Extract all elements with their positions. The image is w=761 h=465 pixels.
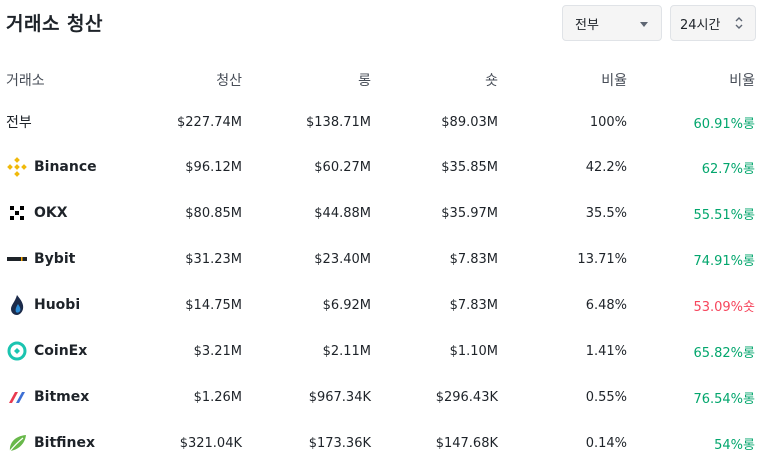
header-long[interactable]: 롱 <box>358 73 371 89</box>
total-cell: $3.21M <box>193 343 242 359</box>
table-row[interactable]: Bitmex $1.26M $967.34K $296.43K 0.55% 76… <box>0 374 761 420</box>
long-cell: $967.34K <box>308 389 371 405</box>
table-row[interactable]: Binance $96.12M $60.27M $35.85M 42.2% 62… <box>0 144 761 190</box>
bitfinex-icon <box>9 435 26 452</box>
okx-icon <box>10 206 24 220</box>
ratio-cell: 35.5% <box>585 205 627 221</box>
huobi-icon <box>11 295 24 315</box>
long-cell: $173.36K <box>308 435 371 451</box>
binance-icon <box>7 157 27 177</box>
header-liquidation[interactable]: 청산 <box>216 73 242 89</box>
long-cell: $138.71M <box>306 114 371 130</box>
ratio-cell: 1.41% <box>585 343 627 359</box>
table-row[interactable]: CoinEx $3.21M $2.11M $1.10M 1.41% 65.82%… <box>0 328 761 374</box>
total-cell: $80.85M <box>185 205 242 221</box>
side-ratio-cell: 53.09%숏 <box>693 299 755 315</box>
header-exchange[interactable]: 거래소 <box>6 73 45 89</box>
exchange-name: OKX <box>34 205 68 221</box>
exchange-select[interactable]: 전부 <box>562 5 662 41</box>
short-cell: $89.03M <box>441 114 498 130</box>
short-cell: $7.83M <box>449 251 498 267</box>
header-short[interactable]: 숏 <box>485 73 498 89</box>
table-row: 전부 $227.74M $138.71M $89.03M 100% 60.91%… <box>0 100 761 144</box>
side-ratio-cell: 65.82%롱 <box>693 345 755 361</box>
total-cell: $14.75M <box>185 297 242 313</box>
side-ratio-cell: 76.54%롱 <box>693 391 755 407</box>
table-row[interactable]: Huobi $14.75M $6.92M $7.83M 6.48% 53.09%… <box>0 282 761 328</box>
ratio-cell: 42.2% <box>585 159 627 175</box>
chevron-down-icon <box>640 22 648 27</box>
exchange-name: Bitmex <box>34 389 90 405</box>
table-header-row: 거래소 청산 롱 숏 비율 비율 <box>0 60 761 100</box>
exchange-name: 전부 <box>6 115 32 131</box>
total-cell: $227.74M <box>177 114 242 130</box>
short-cell: $296.43K <box>435 389 498 405</box>
exchange-select-value: 전부 <box>575 17 599 33</box>
ratio-cell: 0.14% <box>585 435 627 451</box>
time-range-select-value: 24시간 <box>680 17 721 33</box>
ratio-cell: 13.71% <box>577 251 627 267</box>
ratio-cell: 6.48% <box>585 297 627 313</box>
coinex-icon <box>7 341 27 361</box>
page-title: 거래소 청산 <box>6 13 104 35</box>
long-cell: $60.27M <box>314 159 371 175</box>
total-cell: $321.04K <box>179 435 242 451</box>
header-side-ratio[interactable]: 비율 <box>729 73 755 89</box>
long-cell: $2.11M <box>322 343 371 359</box>
total-cell: $1.26M <box>193 389 242 405</box>
short-cell: $1.10M <box>449 343 498 359</box>
bitmex-icon <box>9 392 25 403</box>
table-row[interactable]: Bitfinex $321.04K $173.36K $147.68K 0.14… <box>0 420 761 465</box>
short-cell: $35.85M <box>441 159 498 175</box>
time-range-select[interactable]: 24시간 <box>670 5 756 41</box>
total-cell: $31.23M <box>185 251 242 267</box>
table-row[interactable]: Bybit $31.23M $23.40M $7.83M 13.71% 74.9… <box>0 236 761 282</box>
exchange-name: Binance <box>34 159 97 175</box>
long-cell: $6.92M <box>322 297 371 313</box>
side-ratio-cell: 62.7%롱 <box>701 161 755 177</box>
liquidation-table: 거래소 청산 롱 숏 비율 비율 전부 $227.74M $138.71M $8… <box>0 60 761 465</box>
sort-updown-icon <box>735 17 743 29</box>
ratio-cell: 100% <box>589 114 627 130</box>
exchange-name: CoinEx <box>34 343 88 359</box>
ratio-cell: 0.55% <box>585 389 627 405</box>
bybit-icon <box>7 257 27 261</box>
side-ratio-cell: 55.51%롱 <box>693 207 755 223</box>
long-cell: $44.88M <box>314 205 371 221</box>
long-cell: $23.40M <box>314 251 371 267</box>
short-cell: $7.83M <box>449 297 498 313</box>
side-ratio-cell: 74.91%롱 <box>693 253 755 269</box>
side-ratio-cell: 54%롱 <box>714 437 755 453</box>
exchange-name: Bybit <box>34 251 76 267</box>
short-cell: $35.97M <box>441 205 498 221</box>
header-ratio[interactable]: 비율 <box>601 73 627 89</box>
exchange-name: Bitfinex <box>34 435 96 451</box>
short-cell: $147.68K <box>435 435 498 451</box>
table-row[interactable]: OKX $80.85M $44.88M $35.97M 35.5% 55.51%… <box>0 190 761 236</box>
exchange-name: Huobi <box>34 297 81 313</box>
total-cell: $96.12M <box>185 159 242 175</box>
side-ratio-cell: 60.91%롱 <box>693 116 755 132</box>
